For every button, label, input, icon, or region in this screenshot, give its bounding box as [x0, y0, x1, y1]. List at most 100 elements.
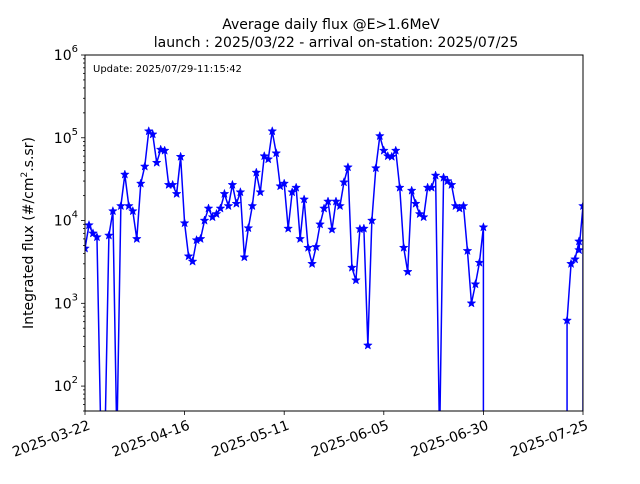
data-point: [442, 175, 453, 186]
data-point: [390, 145, 401, 155]
data-point: [215, 203, 226, 213]
data-point: [350, 275, 361, 285]
data-point: [418, 211, 429, 222]
y-tick-label: 103: [54, 292, 78, 312]
data-point: [107, 205, 118, 216]
y-tick-label: 106: [54, 44, 78, 64]
data-point: [335, 200, 345, 211]
y-axis-label: Integrated flux (#/cm2.s.sr): [20, 137, 37, 329]
data-point: [123, 200, 134, 211]
data-point: [394, 182, 405, 192]
data-point: [239, 252, 250, 262]
data-point: [85, 243, 90, 253]
data-point: [271, 148, 282, 158]
data-point: [307, 258, 318, 269]
data-point: [263, 154, 274, 164]
data-point: [91, 231, 102, 242]
data-point: [119, 169, 130, 179]
data-point: [147, 129, 158, 139]
data-point: [315, 219, 326, 229]
data-point: [159, 145, 170, 155]
data-point: [574, 236, 583, 246]
data-point: [183, 251, 194, 261]
data-point: [366, 215, 377, 225]
data-point: [478, 222, 489, 232]
chart-title-line1: Average daily flux @E>1.6MeV: [222, 17, 440, 33]
data-point: [85, 219, 94, 230]
data-point: [346, 262, 357, 272]
data-point: [319, 203, 329, 213]
data-point: [167, 179, 178, 190]
chart-title-line2: launch : 2025/03/22 - arrival on-station…: [154, 35, 519, 51]
data-point: [295, 233, 306, 244]
update-annotation: Update: 2025/07/29-11:15:42: [93, 64, 242, 75]
data-point: [88, 228, 98, 238]
data-point: [370, 162, 381, 173]
data-point: [342, 162, 353, 172]
data-point: [283, 223, 294, 233]
data-point: [203, 203, 214, 213]
data-point: [131, 233, 142, 244]
data-point: [195, 233, 206, 244]
data-point: [267, 126, 278, 136]
data-point: [187, 256, 198, 266]
data-point: [378, 145, 389, 155]
data-point: [578, 200, 583, 211]
data-point: [291, 182, 302, 192]
data-point: [223, 200, 234, 211]
data-point: [199, 215, 210, 225]
data-point: [402, 266, 413, 277]
y-axis-ticks: 102 103 104 105 106: [54, 44, 85, 412]
data-point: [255, 186, 266, 197]
data-point: [151, 157, 162, 167]
data-point: [410, 198, 421, 208]
data-point: [311, 241, 322, 252]
data-point: [279, 178, 290, 188]
data-point: [247, 200, 258, 211]
data-point: [458, 200, 469, 211]
data-point: [446, 179, 457, 190]
data-layer: [85, 126, 583, 411]
data-point: [251, 167, 262, 177]
data-point: [386, 151, 397, 161]
data-point: [327, 224, 337, 234]
data-point: [339, 177, 349, 187]
data-point: [179, 217, 190, 228]
data-point: [358, 223, 369, 233]
data-point: [127, 205, 138, 216]
data-point: [462, 245, 473, 256]
data-point: [243, 222, 254, 233]
data-point: [574, 244, 583, 255]
data-point: [470, 279, 481, 289]
data-point: [426, 182, 437, 192]
data-point: [103, 230, 114, 240]
data-point: [211, 208, 222, 219]
data-point: [466, 298, 477, 308]
data-point: [299, 194, 310, 204]
data-point: [175, 151, 186, 161]
data-point: [287, 186, 298, 197]
y-tick-label: 102: [54, 375, 78, 395]
data-point: [227, 179, 238, 190]
data-point: [374, 130, 385, 141]
data-point: [303, 242, 314, 252]
data-point: [135, 178, 146, 188]
data-point: [323, 196, 333, 206]
y-tick-label: 105: [54, 127, 78, 147]
data-point: [139, 161, 150, 171]
data-point: [331, 196, 341, 206]
data-point: [474, 257, 485, 267]
data-point: [562, 315, 573, 325]
data-point: [570, 254, 580, 264]
data-point: [362, 340, 373, 350]
data-point: [235, 186, 246, 197]
data-point: [566, 258, 577, 269]
y-tick-label: 104: [54, 210, 78, 230]
data-point: [398, 242, 409, 252]
data-point: [430, 170, 441, 180]
data-point: [406, 185, 417, 195]
data-point: [171, 188, 182, 199]
